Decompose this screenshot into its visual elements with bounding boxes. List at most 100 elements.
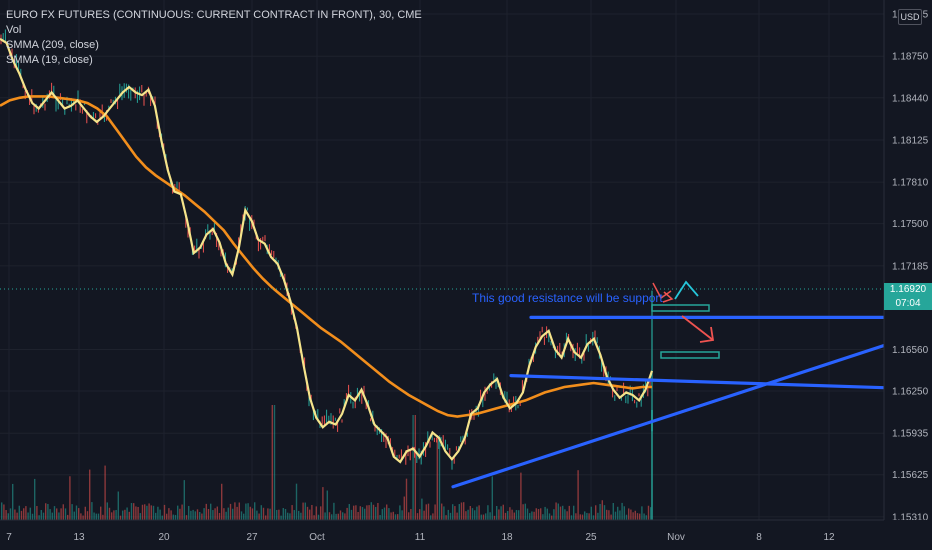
volume-bar <box>359 506 361 520</box>
volume-bar <box>62 504 64 520</box>
smma-19-line[interactable] <box>0 37 654 464</box>
legend-smma-209[interactable]: SMMA (209, close) <box>6 39 99 51</box>
volume-bar <box>469 506 471 520</box>
volume-bar <box>133 503 135 520</box>
currency-button[interactable]: USD <box>898 9 922 25</box>
volume-bar <box>260 505 262 520</box>
price-tick-label: 1.18125 <box>892 135 929 146</box>
volume-bar <box>293 510 295 520</box>
volume-bar <box>289 513 291 520</box>
volume-bar <box>64 508 67 520</box>
volume-bar <box>645 515 647 520</box>
volume-bar <box>172 514 174 520</box>
volume-bar <box>366 505 368 520</box>
volume-bar <box>614 511 617 520</box>
volume-bar <box>542 514 544 520</box>
time-tick-label: 11 <box>415 532 426 543</box>
volume-bar <box>537 509 540 520</box>
volume-bar <box>238 502 240 520</box>
volume-bar <box>617 506 619 520</box>
volume-bar <box>113 510 115 520</box>
trendlines[interactable] <box>451 315 886 489</box>
symbol-title[interactable]: EURO FX FUTURES (CONTINUOUS: CURRENT CON… <box>6 9 422 21</box>
volume-bar <box>331 514 333 520</box>
volume-bar <box>647 505 650 520</box>
volume-bar <box>148 503 150 520</box>
pullback-arrow <box>652 282 672 300</box>
volume-bar <box>20 510 23 520</box>
legend-vol[interactable]: Vol <box>6 24 22 36</box>
volume-bar <box>458 504 460 520</box>
volume-bar <box>104 465 106 520</box>
trendline[interactable] <box>451 343 886 489</box>
volume-bar <box>287 512 289 520</box>
volume-bar <box>306 506 309 520</box>
legend-smma-19[interactable]: SMMA (19, close) <box>6 54 93 66</box>
volume-bar <box>531 511 533 520</box>
volume-bar <box>540 508 542 520</box>
volume-bar <box>636 513 639 520</box>
volume-bar <box>557 503 559 520</box>
volume-bar <box>361 507 364 520</box>
volume-bar <box>394 514 397 520</box>
volume-bar <box>474 510 476 520</box>
volume-bar <box>405 478 408 520</box>
smma-209-line[interactable] <box>0 95 652 418</box>
volume-bar <box>606 509 608 520</box>
volume-bar <box>223 508 225 520</box>
volume-bar <box>179 508 181 520</box>
volume-bar <box>251 508 254 520</box>
trendline[interactable] <box>509 374 886 390</box>
down-arrow-head <box>699 326 715 343</box>
volume-bar <box>328 512 331 520</box>
time-tick-label: 12 <box>823 532 835 543</box>
volume-bar <box>603 505 606 520</box>
volume-bar <box>619 510 621 520</box>
volume-bar <box>513 512 515 520</box>
price-tick-label: 1.15935 <box>892 429 929 440</box>
time-axis[interactable] <box>0 520 932 550</box>
volume-bar <box>56 508 58 520</box>
volume-bar <box>410 508 412 520</box>
volume-bar <box>639 513 641 520</box>
volume-bar <box>562 505 564 520</box>
volume-bar <box>425 504 427 520</box>
volume-bar <box>300 512 302 520</box>
volume-bar <box>414 415 416 520</box>
volume-bar <box>568 505 570 520</box>
volume-bar <box>509 507 511 520</box>
annotation-arrows[interactable]: This good resistance will be support <box>472 280 720 359</box>
volume-bar <box>273 405 276 520</box>
volume-bar <box>465 511 467 520</box>
volume-bar <box>634 510 636 520</box>
target-box[interactable] <box>660 351 720 359</box>
volume-bar <box>291 505 293 520</box>
volume-bar <box>610 514 612 520</box>
volume-bar <box>170 510 172 520</box>
volume-bar <box>559 506 562 520</box>
volume-bar <box>16 512 18 520</box>
volume-bar <box>93 512 95 520</box>
volume-bar <box>108 507 111 520</box>
volume-bar <box>58 512 60 520</box>
volume-bar <box>265 515 267 520</box>
volume-bar <box>632 512 634 520</box>
price-axis[interactable] <box>884 0 932 520</box>
volume-bar <box>650 507 652 520</box>
volume-bar <box>177 505 179 520</box>
volume-bar <box>210 503 212 520</box>
volume-bar <box>91 502 93 520</box>
volume-bars <box>1 405 653 520</box>
countdown-tag: 07:04 <box>884 297 932 310</box>
volume-bar <box>460 502 463 520</box>
volume-bar <box>496 505 498 520</box>
volume-bar <box>258 513 260 520</box>
volume-bar <box>427 503 430 520</box>
volume-bar <box>245 503 247 520</box>
volume-bar <box>575 513 577 520</box>
support-box[interactable] <box>651 304 710 312</box>
volume-bar <box>302 502 304 520</box>
volume-bar <box>190 510 192 520</box>
volume-bar <box>326 490 328 520</box>
